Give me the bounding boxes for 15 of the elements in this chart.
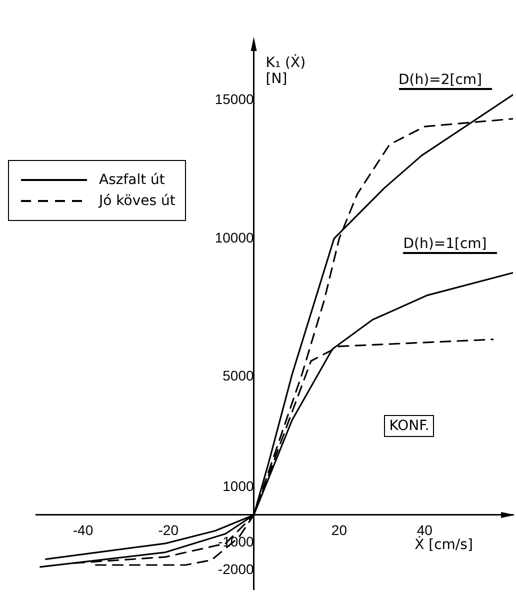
annotation: KONF.: [384, 415, 434, 438]
x-tick-label: -40: [72, 522, 94, 538]
y-tick-label: 15000: [214, 91, 254, 108]
y-tick-label: -2000: [218, 561, 254, 578]
y-tick-label: 10000: [214, 229, 254, 246]
legend-label: Aszfalt út: [99, 172, 165, 188]
x-tick-label: -20: [158, 522, 179, 538]
y-axis-title: K₁ (Ẋ) [N]: [266, 55, 307, 87]
annotation: D(h)=1[cm]: [403, 236, 497, 254]
x-axis-title: Ẋ [cm/s]: [414, 536, 473, 553]
legend-label: Jó köves út: [99, 193, 176, 209]
y-tick-label: 5000: [222, 368, 254, 384]
annotation: D(h)=2[cm]: [398, 72, 492, 90]
x-tick-label: 20: [331, 522, 348, 538]
y-tick-label: 1000: [222, 478, 254, 494]
